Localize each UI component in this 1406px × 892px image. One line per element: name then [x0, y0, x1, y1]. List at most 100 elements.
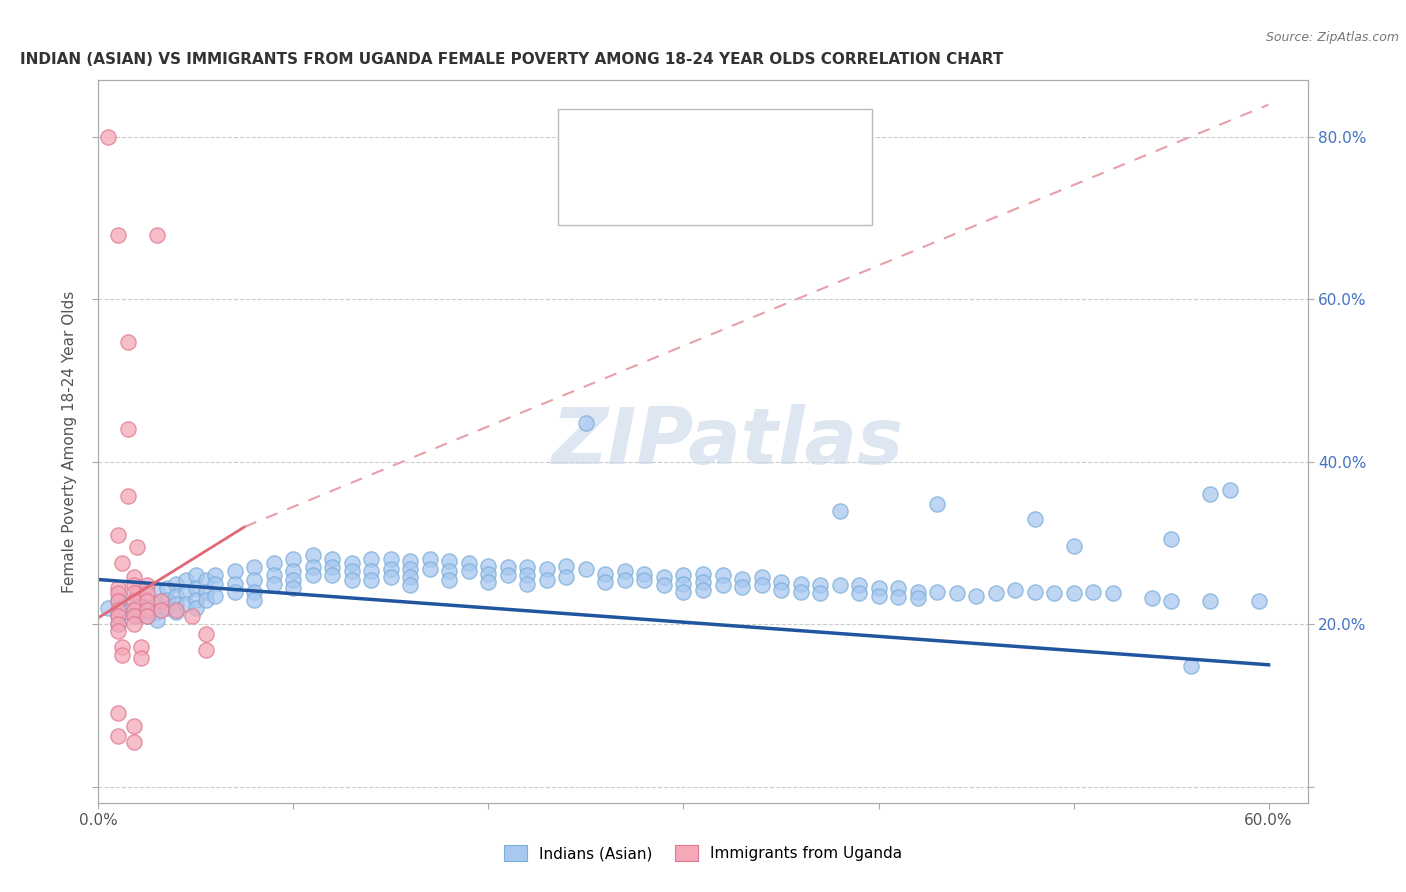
Point	[127, 584, 149, 599]
Point	[769, 574, 792, 589]
Point	[146, 584, 169, 599]
Point	[633, 566, 655, 581]
Point	[1180, 659, 1202, 673]
Point	[204, 576, 226, 591]
Point	[692, 566, 714, 581]
Point	[107, 594, 129, 608]
Point	[808, 586, 831, 600]
Point	[136, 609, 159, 624]
Point	[122, 570, 145, 584]
Point	[1063, 586, 1085, 600]
Text: ZIPatlas: ZIPatlas	[551, 403, 903, 480]
Point	[925, 497, 948, 511]
Point	[107, 617, 129, 632]
Point	[672, 584, 695, 599]
Point	[789, 584, 811, 599]
Point	[204, 568, 226, 582]
Point	[174, 597, 197, 611]
Point	[380, 570, 402, 584]
Point	[156, 601, 179, 615]
Y-axis label: Female Poverty Among 18-24 Year Olds: Female Poverty Among 18-24 Year Olds	[62, 291, 77, 592]
Point	[117, 422, 139, 436]
Point	[184, 568, 207, 582]
Point	[194, 627, 217, 641]
Point	[614, 573, 637, 587]
Point	[174, 584, 197, 599]
Point	[243, 573, 266, 587]
Point	[1004, 583, 1026, 598]
Point	[1219, 483, 1241, 498]
Point	[984, 586, 1007, 600]
Point	[107, 617, 129, 632]
Point	[156, 592, 179, 607]
Point	[633, 573, 655, 587]
Point	[146, 597, 169, 611]
Point	[111, 557, 134, 571]
Point	[224, 565, 246, 579]
Point	[380, 562, 402, 576]
Point	[907, 584, 929, 599]
Point	[122, 719, 145, 733]
Point	[107, 609, 129, 624]
Point	[595, 574, 617, 589]
Point	[131, 651, 153, 665]
Point	[156, 581, 179, 595]
Point	[243, 584, 266, 599]
Point	[122, 609, 145, 624]
Point	[536, 562, 558, 576]
Point	[174, 573, 197, 587]
Point	[283, 565, 305, 579]
Point	[165, 602, 187, 616]
Point	[925, 584, 948, 599]
Point	[194, 573, 217, 587]
Point	[555, 570, 578, 584]
Point	[243, 560, 266, 574]
Point	[1063, 539, 1085, 553]
Point	[165, 605, 187, 619]
Point	[360, 565, 382, 579]
Point	[360, 573, 382, 587]
Point	[136, 586, 159, 600]
Point	[302, 568, 325, 582]
Point	[122, 735, 145, 749]
Point	[146, 227, 169, 242]
Point	[122, 578, 145, 592]
Point	[652, 578, 675, 592]
Point	[1101, 586, 1123, 600]
Point	[399, 570, 422, 584]
Point	[419, 562, 441, 576]
Point	[1140, 591, 1163, 606]
Point	[439, 565, 461, 579]
Point	[263, 568, 285, 582]
Point	[907, 591, 929, 606]
Point	[1024, 584, 1046, 599]
Point	[672, 568, 695, 582]
Point	[496, 568, 519, 582]
Point	[194, 592, 217, 607]
Point	[283, 552, 305, 566]
Point	[107, 586, 129, 600]
Point	[165, 597, 187, 611]
Point	[399, 554, 422, 568]
Point	[477, 558, 499, 573]
Point	[887, 590, 910, 604]
Point	[302, 560, 325, 574]
Point	[224, 576, 246, 591]
Point	[194, 643, 217, 657]
Point	[224, 584, 246, 599]
Point	[868, 589, 890, 603]
Point	[283, 573, 305, 587]
Point	[149, 602, 172, 616]
Point	[107, 729, 129, 743]
Point	[204, 589, 226, 603]
Point	[321, 560, 343, 574]
Point	[340, 557, 363, 571]
Point	[516, 568, 538, 582]
Point	[107, 706, 129, 721]
Point	[399, 578, 422, 592]
Point	[117, 489, 139, 503]
Point	[149, 594, 172, 608]
Point	[117, 605, 139, 619]
Point	[107, 592, 129, 607]
Point	[868, 582, 890, 596]
